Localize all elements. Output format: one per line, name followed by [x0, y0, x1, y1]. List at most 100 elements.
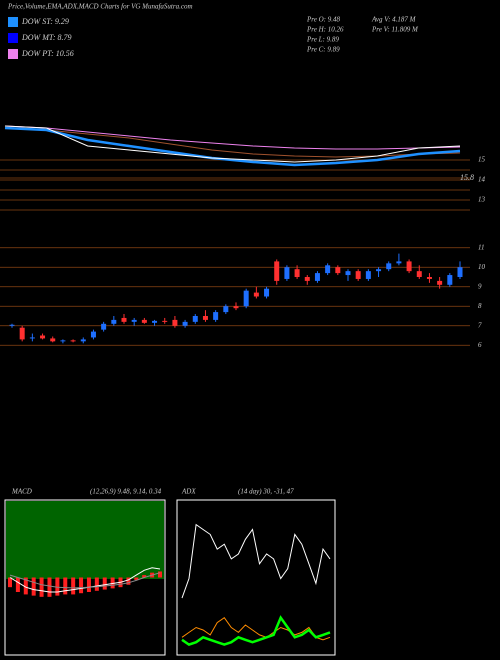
ema-line	[4, 125, 461, 150]
candle-body	[172, 319, 178, 326]
candle-body	[264, 288, 270, 297]
candle-body	[60, 340, 66, 342]
candle-body	[202, 316, 208, 320]
y-tick-label: 14	[478, 176, 486, 184]
candle-body	[386, 263, 392, 270]
info-text: Pre L: 9.89	[306, 36, 339, 44]
candle-body	[365, 271, 371, 279]
page-title: Price,Volume,EMA,ADX,MACD Charts for VG …	[7, 3, 193, 11]
macd-bar	[47, 577, 52, 597]
y-tick-label: 6	[478, 341, 482, 349]
candle-body	[243, 290, 249, 307]
macd-bar	[71, 577, 76, 595]
macd-bar	[142, 575, 147, 578]
y-tick-label: 8	[478, 302, 482, 310]
legend-label: DOW ST: 9.29	[21, 17, 69, 26]
macd-bar	[55, 577, 60, 596]
info-text: Pre O: 9.48	[306, 16, 340, 24]
candle-body	[396, 261, 402, 264]
macd-bar	[110, 577, 115, 589]
candle-body	[457, 267, 463, 277]
legend-label: DOW PT: 10.56	[21, 49, 74, 58]
legend-swatch	[8, 33, 18, 43]
panel-subtitle: (14 day) 30, -31, 47	[238, 488, 294, 496]
adx-line	[181, 615, 331, 646]
candle-body	[70, 340, 76, 342]
legend-swatch	[8, 49, 18, 59]
candle-body	[437, 280, 443, 285]
panel-title: ADX	[181, 488, 196, 496]
candle-body	[80, 339, 86, 342]
macd-bar	[39, 577, 44, 597]
macd-bar	[94, 577, 99, 591]
macd-bar	[126, 577, 131, 585]
adx-line	[181, 617, 331, 641]
macd-bar	[102, 577, 107, 590]
candle-body	[447, 275, 453, 285]
y-tick-label: 11	[478, 243, 484, 251]
macd-bar	[86, 577, 91, 592]
candle-body	[9, 324, 15, 326]
info-text: Avg V: 4.187 M	[371, 16, 417, 24]
y-tick-label: 10	[478, 263, 486, 271]
candle-body	[406, 261, 412, 272]
y-tick-label: 7	[478, 321, 482, 329]
main-grid	[0, 169, 470, 211]
macd-bar	[63, 577, 68, 595]
candle-body	[304, 277, 310, 281]
macd-bar	[31, 577, 36, 596]
info-text: Pre H: 10.26	[306, 26, 344, 34]
candle-body	[233, 306, 239, 309]
candle-body	[426, 277, 432, 279]
macd-upper	[6, 501, 164, 579]
macd-bar	[15, 577, 20, 592]
candle-body	[50, 338, 56, 342]
candle-body	[19, 327, 25, 340]
candle-body	[141, 319, 147, 323]
candle-body	[162, 320, 168, 322]
candle-body	[182, 321, 188, 326]
ema-line	[4, 127, 461, 158]
candle-body	[223, 306, 229, 313]
macd-bar	[79, 577, 84, 594]
candle-body	[376, 269, 382, 272]
y-tick-label: 13	[478, 196, 486, 204]
candle-body	[335, 267, 341, 274]
candle-body	[253, 292, 259, 297]
candle-body	[90, 331, 96, 338]
legend-label: DOW MT: 8.79	[21, 33, 72, 42]
candle-body	[314, 273, 320, 281]
macd-bar	[8, 577, 12, 588]
candle-body	[213, 312, 219, 320]
macd-line	[9, 572, 161, 589]
candle-body	[29, 337, 35, 339]
panel-title: MACD	[11, 488, 32, 496]
info-text: Pre C: 9.89	[306, 46, 340, 54]
candle-body	[284, 267, 290, 279]
candle-body	[40, 335, 46, 339]
candle-body	[274, 261, 280, 281]
candle-body	[111, 319, 117, 324]
candle-body	[325, 265, 331, 274]
panel-subtitle: (12,26,9) 9.48, 9.14, 0.34	[90, 488, 162, 496]
adx-line	[181, 523, 331, 599]
candle-body	[355, 271, 361, 279]
candle-body	[345, 271, 351, 276]
candle-body	[131, 319, 137, 322]
ema-line	[4, 126, 461, 167]
info-text: Pre V: 11.809 M	[371, 26, 419, 34]
y-tick-label: 15	[478, 156, 486, 164]
candle-body	[152, 320, 158, 323]
candle-body	[101, 323, 107, 330]
candle-body	[416, 271, 422, 277]
candle-body	[192, 316, 198, 322]
macd-bar	[134, 577, 139, 580]
level-label: 15.8	[460, 173, 474, 182]
legend-swatch	[8, 17, 18, 27]
y-tick-label: 9	[478, 282, 482, 290]
candle-body	[294, 269, 300, 277]
ema-line	[4, 125, 461, 163]
macd-bar	[158, 571, 162, 578]
macd-bar	[23, 577, 28, 595]
